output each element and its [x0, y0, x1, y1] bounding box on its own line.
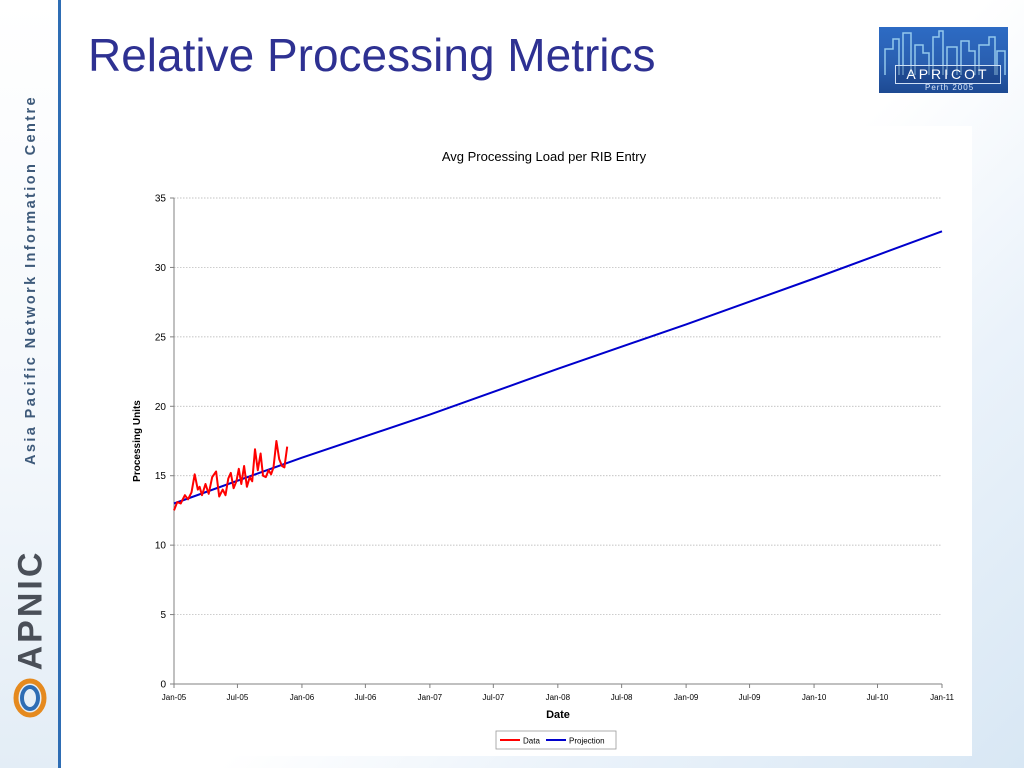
apnic-logo-icon — [13, 678, 47, 718]
x-tick-label: Jul-06 — [354, 693, 376, 702]
apricot-wordmark: APRICOT — [895, 65, 1001, 84]
y-tick-label: 35 — [155, 194, 167, 205]
processing-load-chart: Avg Processing Load per RIB Entry 0 5 10 15… — [132, 149, 954, 750]
chart-legend: Data Projection — [495, 730, 617, 750]
x-tick-label: Jan-11 — [930, 693, 954, 702]
y-tick-label: 15 — [155, 471, 167, 482]
series-line-data — [173, 440, 289, 511]
y-tick-label: 10 — [155, 541, 167, 552]
org-name: Asia Pacific Network Information Centre — [23, 95, 39, 465]
apricot-subtitle: Perth 2005 — [925, 83, 975, 92]
chart-grid — [174, 197, 942, 615]
slide-title: Relative Processing Metrics — [88, 29, 656, 81]
x-tick-label: Jul-08 — [611, 693, 633, 702]
legend-projection-label: Projection — [569, 737, 605, 746]
x-tick-label: Jan-10 — [802, 693, 827, 702]
x-tick-label: Jan-05 — [162, 693, 187, 702]
chart-title: Avg Processing Load per RIB Entry — [442, 149, 647, 164]
y-tick-label: 25 — [155, 332, 167, 343]
y-tick-label: 30 — [155, 263, 167, 274]
x-tick-label: Jan-09 — [674, 693, 699, 702]
x-tick-label: Jul-09 — [739, 693, 761, 702]
chart-panel: Avg Processing Load per RIB Entry 0 5 10 15… — [116, 126, 972, 756]
x-tick-label: Jul-07 — [482, 693, 504, 702]
chart-series — [173, 230, 943, 511]
y-axis-ticks: 0 5 10 15 20 25 30 35 — [155, 194, 174, 691]
x-tick-label: Jan-08 — [546, 693, 571, 702]
series-line-projection — [173, 230, 943, 505]
x-tick-label: Jul-05 — [227, 693, 249, 702]
legend-data-label: Data — [523, 737, 540, 746]
sidebar-divider — [58, 0, 61, 768]
apricot-logo: APRICOT Perth 2005 — [879, 27, 1008, 93]
apnic-wordmark: APNIC — [11, 549, 50, 671]
sidebar: Asia Pacific Network Information Centre … — [0, 0, 58, 768]
skyline-icon — [884, 30, 1006, 75]
y-tick-label: 0 — [160, 680, 166, 691]
y-tick-label: 20 — [155, 402, 167, 413]
x-tick-label: Jan-06 — [290, 693, 315, 702]
x-axis-ticks: Jan-05 Jul-05 Jan-06 Jul-06 Jan-07 Jul-07 Jan-… — [162, 684, 954, 702]
x-tick-label: Jan-07 — [418, 693, 443, 702]
y-axis-label: Processing Units — [132, 400, 143, 482]
x-tick-label: Jul-10 — [867, 693, 889, 702]
x-axis-label: Date — [546, 709, 570, 721]
y-tick-label: 5 — [160, 610, 166, 621]
